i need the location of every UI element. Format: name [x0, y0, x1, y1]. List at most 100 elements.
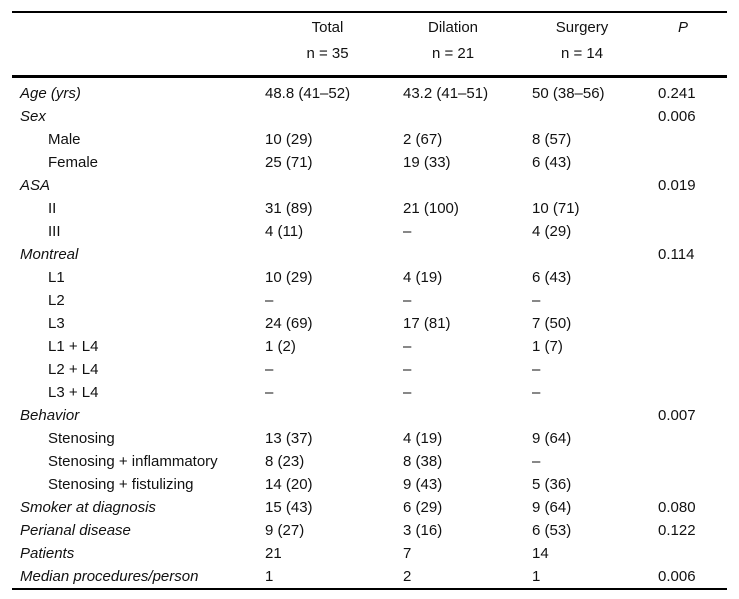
- cell-p: [658, 335, 727, 358]
- cell-p: [658, 427, 727, 450]
- header-col-surgery-n: n = 14: [532, 41, 658, 67]
- row-label: Age (yrs): [20, 85, 81, 102]
- header-spacer: [12, 41, 265, 67]
- cell-total: 48.8 (41–52): [265, 85, 351, 102]
- cell-surgery: –: [532, 292, 541, 309]
- table-row: Sex 0.006: [12, 105, 727, 128]
- cell-surgery: 10 (71): [532, 200, 580, 217]
- table-row: L2 + L4 – – –: [12, 358, 727, 381]
- cell-surgery: 6 (43): [532, 269, 572, 286]
- table-row: III 4 (11) – 4 (29): [12, 220, 727, 243]
- cell-p: [658, 358, 727, 381]
- cell-dilation: –: [403, 292, 412, 309]
- cell-surgery: 9 (64): [532, 430, 572, 447]
- header-col-p: P: [658, 15, 727, 41]
- cell-p: [658, 450, 727, 473]
- row-label: Behavior: [20, 407, 80, 424]
- table-row: Age (yrs) 48.8 (41–52) 43.2 (41–51) 50 (…: [12, 82, 727, 105]
- cell-p: [658, 197, 727, 220]
- header-col-dilation-n: n = 21: [403, 41, 532, 67]
- bottom-rule: [12, 588, 727, 590]
- cell-dilation: 9 (43): [403, 476, 443, 493]
- row-label: III: [48, 223, 61, 240]
- row-label: Stenosing + inflammatory: [48, 453, 218, 470]
- cell-p: 0.006: [658, 568, 696, 585]
- table-row: Female 25 (71) 19 (33) 6 (43): [12, 151, 727, 174]
- cell-total: 15 (43): [265, 499, 313, 516]
- row-label: II: [48, 200, 57, 217]
- cell-p: 0.019: [658, 177, 696, 194]
- cell-dilation: 2: [403, 568, 412, 585]
- cell-total: 10 (29): [265, 131, 313, 148]
- table-body: Age (yrs) 48.8 (41–52) 43.2 (41–51) 50 (…: [12, 78, 727, 588]
- header-dilation-label: Dilation: [427, 19, 479, 36]
- cell-dilation: [403, 404, 532, 427]
- table-row: Male 10 (29) 2 (67) 8 (57): [12, 128, 727, 151]
- header-row-n: n = 35 n = 21 n = 14: [12, 41, 727, 67]
- cell-surgery: [532, 404, 658, 427]
- cell-surgery: –: [532, 361, 541, 378]
- cell-total: 25 (71): [265, 154, 313, 171]
- row-label: Median procedures/person: [20, 568, 199, 585]
- row-label: Male: [48, 131, 81, 148]
- table-row: Perianal disease 9 (27) 3 (16) 6 (53) 0.…: [12, 519, 727, 542]
- cell-surgery: 50 (38–56): [532, 85, 605, 102]
- header-divider-rule: [12, 75, 727, 78]
- cell-dilation: 3 (16): [403, 522, 443, 539]
- cell-surgery: 14: [532, 545, 549, 562]
- table-header: Total Dilation Surgery P n = 35 n = 21 n…: [12, 15, 727, 75]
- cell-total: [265, 404, 403, 427]
- table-row: Behavior 0.007: [12, 404, 727, 427]
- cell-dilation: –: [403, 223, 412, 240]
- cell-p: [658, 473, 727, 496]
- row-label: L3 + L4: [48, 384, 99, 401]
- cell-p: [658, 312, 727, 335]
- row-label: Stenosing: [48, 430, 115, 447]
- cell-total: 21: [265, 545, 282, 562]
- table-row: L2 – – –: [12, 289, 727, 312]
- cell-p: 0.114: [658, 246, 695, 263]
- cell-p: [658, 220, 727, 243]
- cell-total: 8 (23): [265, 453, 305, 470]
- table-row: Stenosing + inflammatory 8 (23) 8 (38) –: [12, 450, 727, 473]
- cell-total: –: [265, 292, 274, 309]
- cell-p: 0.241: [658, 85, 696, 102]
- cell-total: [265, 105, 403, 128]
- dilation-n-label: n = 21: [431, 45, 475, 62]
- table-row: II 31 (89) 21 (100) 10 (71): [12, 197, 727, 220]
- cell-dilation: 43.2 (41–51): [403, 85, 489, 102]
- header-col-p-n: [658, 41, 727, 67]
- cell-dilation: 17 (81): [403, 315, 451, 332]
- cell-surgery: 6 (43): [532, 154, 572, 171]
- cell-dilation: 8 (38): [403, 453, 443, 470]
- cell-total: –: [265, 384, 274, 401]
- table-row: Patients 21 7 14: [12, 542, 727, 565]
- cell-p: [658, 542, 727, 565]
- cell-p: 0.122: [658, 522, 696, 539]
- header-total-label: Total: [311, 19, 344, 36]
- cell-dilation: –: [403, 384, 412, 401]
- cell-surgery: [532, 174, 658, 197]
- top-rule: [12, 11, 727, 13]
- cell-p: [658, 289, 727, 312]
- cell-dilation: 2 (67): [403, 131, 443, 148]
- cell-p: [658, 381, 727, 404]
- cell-dilation: 4 (19): [403, 269, 443, 286]
- cell-total: [265, 174, 403, 197]
- cell-total: 4 (11): [265, 223, 304, 240]
- cell-surgery: 8 (57): [532, 131, 572, 148]
- cell-total: 9 (27): [265, 522, 305, 539]
- cell-total: 13 (37): [265, 430, 313, 447]
- cell-p: 0.007: [658, 407, 696, 424]
- cell-dilation: 7: [403, 545, 412, 562]
- table-row: L1 10 (29) 4 (19) 6 (43): [12, 266, 727, 289]
- table-row: L3 24 (69) 17 (81) 7 (50): [12, 312, 727, 335]
- cell-total: 1 (2): [265, 338, 296, 355]
- cell-dilation: –: [403, 361, 412, 378]
- cell-total: 24 (69): [265, 315, 313, 332]
- cell-p: 0.006: [658, 108, 696, 125]
- cell-surgery: –: [532, 384, 541, 401]
- cell-dilation: [403, 243, 532, 266]
- cell-surgery: –: [532, 453, 541, 470]
- cell-surgery: [532, 105, 658, 128]
